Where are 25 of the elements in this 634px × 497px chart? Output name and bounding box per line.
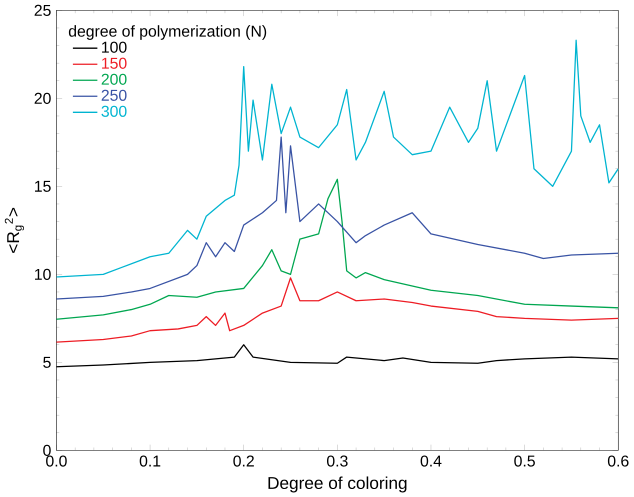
y-tick-label: 5: [43, 356, 51, 368]
x-tick-label: 0.6: [608, 455, 629, 466]
x-tick-label: 0.5: [514, 455, 535, 466]
legend-label: 300: [101, 106, 127, 117]
y-tick-label: 20: [34, 92, 51, 104]
legend-title: degree of polymerization (N): [68, 25, 266, 40]
legend-label: 150: [102, 58, 127, 69]
line-series: [56, 178, 618, 320]
line-series: [56, 136, 618, 300]
line-series: [56, 277, 618, 343]
y-tick-label: 15: [35, 180, 51, 192]
y-tick-label: 10: [35, 268, 51, 280]
x-tick-label: 0.3: [326, 455, 348, 466]
x-tick-label: 0.4: [420, 455, 442, 466]
y-axis-title: <R$_{g}$$^{2}$>: [4, 208, 24, 253]
x-tick-label: 0.2: [233, 455, 254, 466]
line-series: [56, 40, 618, 278]
y-tick-label: 25: [34, 4, 51, 16]
x-tick-label: 0.1: [140, 455, 160, 466]
x-axis-title: Degree of coloring: [268, 476, 406, 492]
legend-label: 250: [102, 90, 127, 101]
y-tick-label: 0: [43, 444, 51, 456]
legend-label: 200: [102, 74, 127, 85]
legend-label: 100: [102, 42, 127, 53]
x-tick-label: 0.0: [46, 455, 67, 466]
